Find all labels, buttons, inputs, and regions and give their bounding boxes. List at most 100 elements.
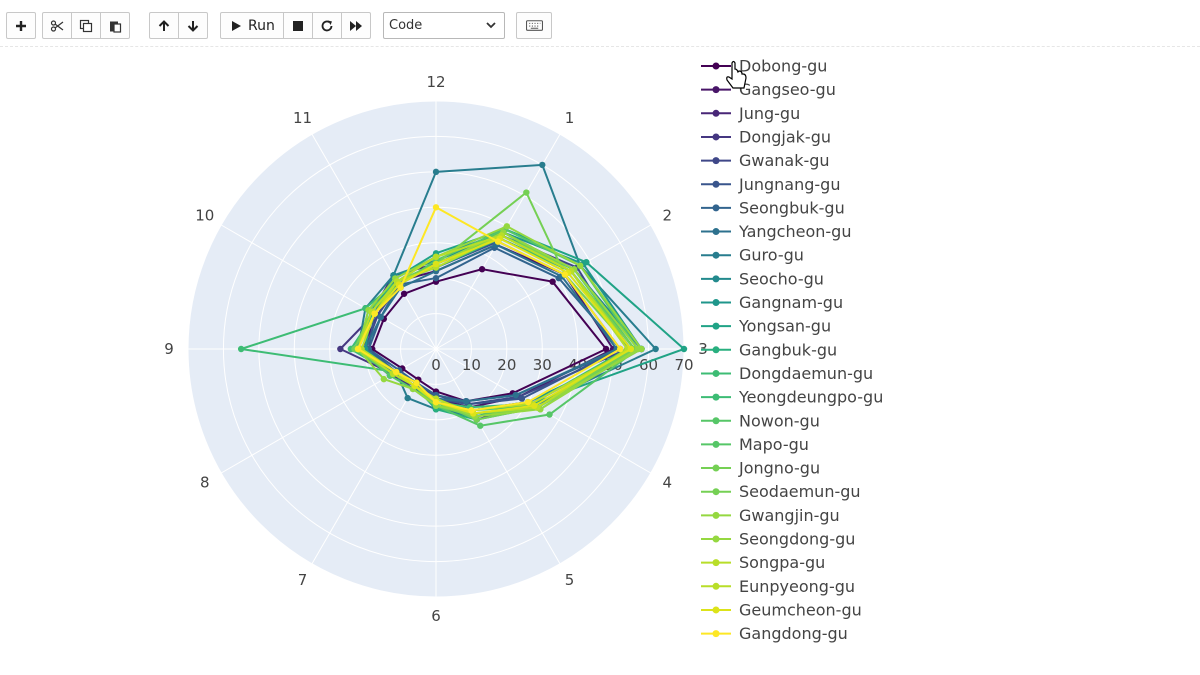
series-marker bbox=[634, 345, 642, 353]
legend-item[interactable]: Seodaemun-gu bbox=[701, 482, 861, 501]
legend-marker bbox=[712, 204, 720, 212]
copy-button[interactable] bbox=[71, 12, 101, 39]
angular-tick-label: 6 bbox=[431, 607, 441, 625]
stop-button[interactable] bbox=[282, 12, 313, 39]
cell-type-select[interactable]: Code bbox=[383, 12, 505, 39]
legend-marker bbox=[712, 582, 720, 590]
series-marker bbox=[400, 290, 408, 297]
legend-label: Gangnam-gu bbox=[739, 293, 843, 312]
legend-marker bbox=[712, 322, 720, 330]
legend-label: Seodaemun-gu bbox=[739, 482, 861, 501]
legend-marker bbox=[712, 464, 720, 472]
legend-item[interactable]: Gangnam-gu bbox=[701, 293, 843, 312]
angular-gridline bbox=[435, 348, 652, 474]
legend-item[interactable]: Mapo-gu bbox=[701, 435, 809, 454]
restart-button[interactable] bbox=[311, 12, 342, 39]
series-marker bbox=[503, 223, 511, 230]
legend-label: Gwangjin-gu bbox=[739, 506, 840, 525]
legend-item[interactable]: Gangbuk-gu bbox=[701, 340, 837, 359]
paste-button[interactable] bbox=[100, 12, 130, 39]
legend-item[interactable]: Geumcheon-gu bbox=[701, 600, 862, 619]
legend-marker bbox=[712, 559, 720, 567]
series-trace[interactable] bbox=[354, 223, 645, 417]
angular-gridline bbox=[435, 348, 561, 565]
legend-item[interactable]: Seongbuk-gu bbox=[701, 198, 845, 217]
legend-item[interactable]: Gangdong-gu bbox=[701, 624, 848, 643]
series-marker bbox=[512, 391, 519, 399]
legend-marker bbox=[712, 62, 720, 70]
legend-item[interactable]: Yangcheon-gu bbox=[701, 222, 851, 241]
command-palette-button[interactable] bbox=[516, 12, 552, 39]
arrow-up-icon bbox=[158, 19, 170, 31]
angular-tick-label: 2 bbox=[662, 207, 672, 225]
series-marker bbox=[524, 398, 532, 406]
legend-label: Eunpyeong-gu bbox=[739, 577, 855, 596]
legend-marker bbox=[712, 417, 720, 425]
series-marker bbox=[432, 204, 440, 211]
legend-label: Gwanak-gu bbox=[739, 151, 830, 170]
series-marker bbox=[404, 394, 411, 402]
series-marker bbox=[377, 313, 384, 321]
angular-gridline bbox=[435, 224, 652, 350]
series-marker bbox=[680, 345, 688, 353]
series-marker bbox=[523, 189, 530, 196]
series-marker bbox=[380, 375, 388, 383]
legend-item[interactable]: Dobong-gu bbox=[701, 57, 827, 76]
legend-marker bbox=[712, 393, 720, 401]
stop-icon bbox=[292, 20, 303, 31]
series-marker bbox=[237, 345, 245, 353]
legend-item[interactable]: Seocho-gu bbox=[701, 269, 824, 288]
legend-item[interactable]: Seongdong-gu bbox=[701, 530, 855, 549]
legend-marker bbox=[712, 180, 720, 188]
legend-item[interactable]: Dongdaemun-gu bbox=[701, 364, 873, 383]
refresh-icon bbox=[321, 20, 333, 31]
move-up-button[interactable] bbox=[149, 12, 179, 39]
fast-forward-button[interactable] bbox=[340, 12, 371, 39]
legend-item[interactable]: Eunpyeong-gu bbox=[701, 577, 855, 596]
series-marker bbox=[462, 397, 470, 405]
legend-item[interactable]: Songpa-gu bbox=[701, 553, 825, 572]
legend-item[interactable]: Nowon-gu bbox=[701, 411, 820, 430]
series-marker bbox=[413, 379, 420, 386]
legend-item[interactable]: Dongjak-gu bbox=[701, 127, 831, 146]
legend-marker bbox=[712, 86, 720, 94]
legend-item[interactable]: Gwangjin-gu bbox=[701, 506, 840, 525]
legend-item[interactable]: Jungnang-gu bbox=[701, 175, 840, 194]
legend-marker bbox=[712, 299, 720, 306]
series-marker bbox=[617, 345, 624, 353]
legend-item[interactable]: Jongno-gu bbox=[701, 459, 820, 478]
legend-item[interactable]: Guro-gu bbox=[701, 246, 804, 265]
series-trace[interactable] bbox=[354, 204, 624, 414]
legend-label: Gangbuk-gu bbox=[739, 340, 837, 359]
plus-icon bbox=[16, 20, 26, 31]
run-button[interactable]: Run bbox=[220, 12, 284, 39]
legend-item[interactable]: Yongsan-gu bbox=[701, 317, 831, 336]
legend-item[interactable]: Gangseo-gu bbox=[701, 80, 836, 99]
move-down-button[interactable] bbox=[178, 12, 208, 39]
legend[interactable]: Dobong-gu Gangseo-gu Jung-gu Dongjak-gu Gwan… bbox=[701, 57, 883, 644]
cut-button[interactable] bbox=[42, 12, 72, 39]
legend-label: Jongno-gu bbox=[738, 459, 820, 478]
legend-marker bbox=[712, 440, 720, 448]
angular-tick-label: 7 bbox=[298, 571, 308, 589]
legend-marker bbox=[712, 630, 720, 638]
legend-item[interactable]: Jung-gu bbox=[701, 104, 800, 123]
series-marker bbox=[337, 345, 344, 353]
series-marker bbox=[432, 253, 440, 261]
angular-tick-label: 4 bbox=[662, 474, 672, 492]
legend-item[interactable]: Yeongdeungpo-gu bbox=[701, 388, 883, 407]
edit-group bbox=[42, 12, 130, 39]
legend-item[interactable]: Gwanak-gu bbox=[701, 151, 830, 170]
angular-tick-label: 9 bbox=[164, 340, 174, 358]
legend-label: Geumcheon-gu bbox=[739, 600, 862, 619]
legend-marker bbox=[712, 157, 720, 165]
series-marker bbox=[432, 398, 440, 406]
radar-traces bbox=[237, 161, 688, 429]
run-button-label: Run bbox=[248, 17, 275, 34]
legend-label: Yangcheon-gu bbox=[738, 222, 851, 241]
insert-group bbox=[6, 12, 36, 39]
series-marker bbox=[397, 284, 404, 291]
insert-cell-button[interactable] bbox=[6, 12, 36, 39]
legend-marker bbox=[712, 488, 720, 496]
